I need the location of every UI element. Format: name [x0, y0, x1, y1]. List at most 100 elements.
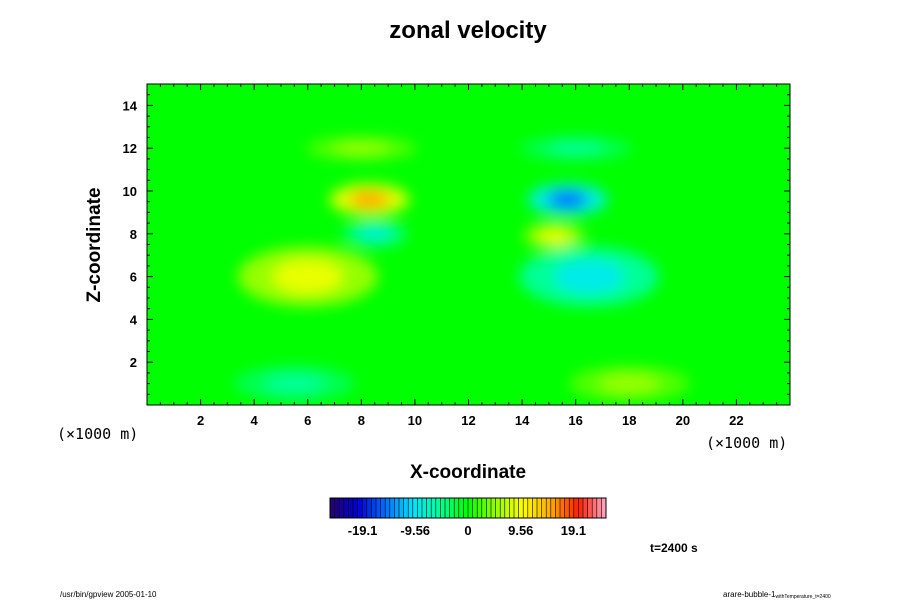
x-axis-label: X-coordinate: [410, 462, 526, 483]
colorbar-cell: [537, 498, 542, 518]
field-feature-core: [599, 373, 660, 394]
colorbar-cell: [560, 498, 565, 518]
colorbar-cell: [380, 498, 386, 518]
colorbar-cell: [330, 498, 335, 518]
field-feature-core: [272, 260, 343, 294]
time-label: t=2400 s: [650, 541, 698, 555]
colorbar-cell: [412, 498, 418, 518]
colorbar-cell: [541, 498, 547, 518]
colorbar: [329, 497, 607, 519]
x-tick-label: 8: [358, 413, 365, 428]
x-tick-label: 20: [676, 413, 690, 428]
x-axis-left-unit-label: (×1000 m): [57, 425, 138, 443]
colorbar-cell: [578, 498, 584, 518]
colorbar-tick-label: 19.1: [561, 523, 586, 538]
colorbar-cell: [477, 498, 483, 518]
colorbar-cell: [435, 498, 441, 518]
colorbar-cell: [371, 498, 377, 518]
colorbar-cell: [550, 498, 556, 518]
colorbar-cell: [601, 498, 607, 518]
colorbar-ticks: -19.1 -9.56 0 9.56 19.1: [348, 523, 586, 538]
x-axis-right-unit-label: (×1000 m): [706, 434, 787, 452]
colorbar-cell: [573, 498, 579, 518]
colorbar-cell: [500, 498, 506, 518]
colorbar-cell: [509, 498, 515, 518]
field-feature-core: [358, 226, 391, 241]
colorbar-cell: [389, 498, 395, 518]
colorbar-cell: [408, 498, 414, 518]
colorbar-cell: [495, 498, 501, 518]
colorbar-cell: [468, 498, 473, 518]
colorbar-cell: [422, 498, 427, 518]
x-tick-label: 4: [251, 413, 259, 428]
colorbar-cell: [569, 498, 575, 518]
plot-background: [147, 84, 790, 405]
field-feature-core: [264, 373, 325, 394]
colorbar-cell: [504, 498, 510, 518]
colorbar-cell: [403, 498, 409, 518]
field-feature-core: [333, 141, 389, 155]
colorbar-cell: [362, 498, 368, 518]
colorbar-cell: [445, 498, 450, 518]
x-tick-label: 10: [408, 413, 422, 428]
colorbar-cell: [463, 498, 469, 518]
footer-right-main: arare-bubble-1: [723, 590, 776, 599]
colorbar-cell: [546, 498, 552, 518]
y-tick-label: 8: [130, 227, 137, 242]
colorbar-tick-label: -9.56: [400, 523, 430, 538]
x-tick-label: 22: [729, 413, 743, 428]
x-tick-label: 2: [197, 413, 204, 428]
field-feature-core: [547, 190, 588, 209]
colorbar-cell: [440, 498, 446, 518]
colorbar-cell: [357, 498, 363, 518]
colorbar-cell: [399, 498, 404, 518]
field-feature-core: [539, 228, 570, 244]
colorbar-cell: [394, 498, 400, 518]
field-feature-core: [548, 141, 604, 155]
colorbar-cell: [431, 498, 437, 518]
colorbar-cell: [587, 498, 593, 518]
colorbar-cell: [514, 498, 519, 518]
colorbar-cell: [532, 498, 538, 518]
x-tick-label: 6: [304, 413, 311, 428]
field-feature-core: [554, 260, 625, 294]
x-tick-label: 14: [515, 413, 530, 428]
x-tick-label: 16: [568, 413, 582, 428]
colorbar-cell: [417, 498, 423, 518]
x-tick-label: 12: [461, 413, 475, 428]
velocity-field: [234, 136, 690, 402]
y-tick-label: 6: [130, 270, 137, 285]
colorbar-cell: [518, 498, 524, 518]
x-axis-ticks: 2 4 6 8 10 12 14 16 18 20 22: [159, 84, 778, 428]
footer-left-text: /usr/bin/gpview 2005-01-10: [60, 590, 157, 599]
colorbar-cell: [353, 498, 358, 518]
y-axis-ticks: 2 4 6 8 10 12 14: [123, 94, 790, 395]
colorbar-cell: [583, 498, 588, 518]
colorbar-cell: [339, 498, 345, 518]
colorbar-tick-label: -19.1: [348, 523, 378, 538]
footer-right-text: arare-bubble-1withTemperature_t=2400: [723, 590, 831, 600]
colorbar-cell: [564, 498, 570, 518]
colorbar-cell: [334, 498, 340, 518]
colorbar-cell: [385, 498, 391, 518]
colorbar-cell: [426, 498, 432, 518]
colorbar-cell: [449, 498, 455, 518]
colorbar-cell: [523, 498, 529, 518]
colorbar-cell: [458, 498, 464, 518]
field-feature-core: [349, 190, 390, 209]
colorbar-cell: [376, 498, 381, 518]
x-tick-label: 18: [622, 413, 636, 428]
y-axis-label: Z-coordinate: [84, 187, 105, 302]
colorbar-cell: [343, 498, 349, 518]
y-tick-label: 4: [130, 312, 138, 327]
colorbar-cell: [555, 498, 561, 518]
colorbar-frame: [329, 497, 607, 519]
colorbar-cell: [481, 498, 487, 518]
y-tick-label: 2: [130, 355, 137, 370]
colorbar-tick-label: 9.56: [508, 523, 533, 538]
colorbar-cell: [348, 498, 354, 518]
y-tick-label: 10: [123, 184, 137, 199]
colorbar-cell: [486, 498, 492, 518]
colorbar-tick-label: 0: [464, 523, 471, 538]
